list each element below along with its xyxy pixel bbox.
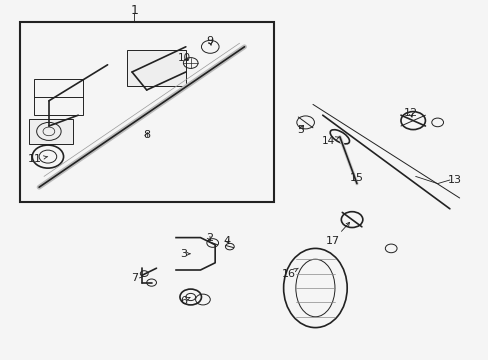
Text: 11: 11 <box>28 154 48 164</box>
Bar <box>34 79 83 115</box>
Text: 16: 16 <box>281 268 298 279</box>
Text: 12: 12 <box>403 108 417 118</box>
Bar <box>127 50 185 86</box>
Text: 10: 10 <box>178 53 191 63</box>
Text: 6: 6 <box>180 296 190 306</box>
Text: 13: 13 <box>447 175 461 185</box>
Text: 3: 3 <box>180 249 189 259</box>
Text: 15: 15 <box>349 173 363 183</box>
Text: 1: 1 <box>130 4 138 17</box>
Text: 4: 4 <box>224 236 230 246</box>
Text: 5: 5 <box>297 125 304 135</box>
Text: 8: 8 <box>143 130 150 140</box>
Text: 17: 17 <box>325 222 349 246</box>
Text: 14: 14 <box>321 136 338 146</box>
Bar <box>29 119 73 144</box>
Text: 2: 2 <box>205 233 212 243</box>
Text: 7: 7 <box>131 273 138 283</box>
Text: 9: 9 <box>206 36 213 46</box>
Bar <box>20 22 273 202</box>
